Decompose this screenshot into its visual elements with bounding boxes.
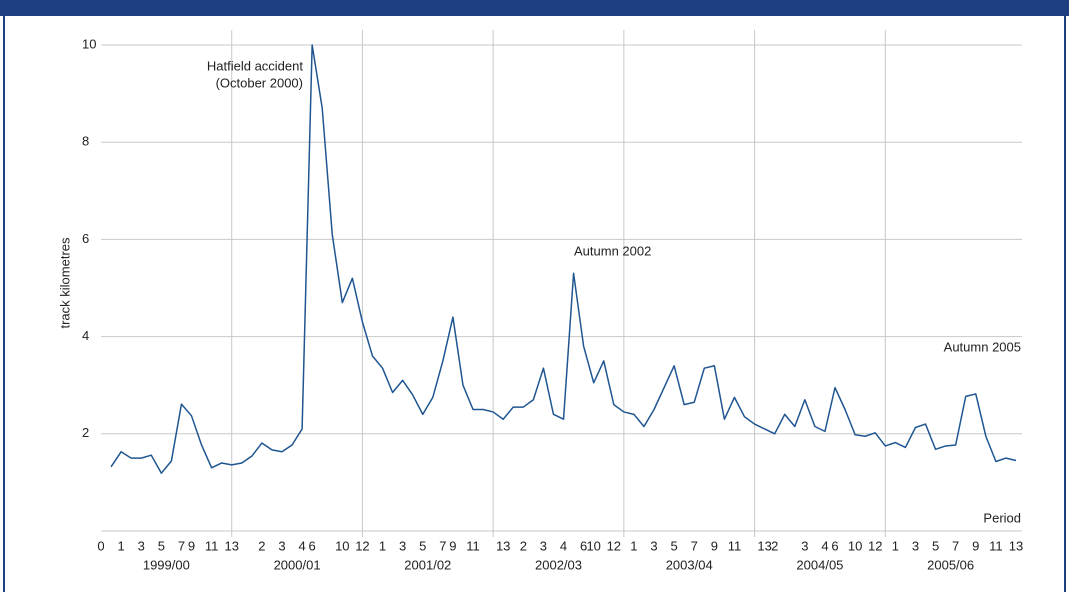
y-axis-label: track kilometres bbox=[57, 237, 72, 329]
annotation: Hatfield accident bbox=[207, 58, 303, 73]
x-tick-label: 3 bbox=[912, 538, 919, 553]
x-tick-label: 9 bbox=[449, 538, 456, 553]
x-tick-label: 12 bbox=[607, 538, 621, 553]
x-tick-label: 13 bbox=[496, 538, 510, 553]
x-tick-label: 11 bbox=[728, 538, 742, 553]
x-tick-label: 6 bbox=[831, 538, 838, 553]
x-tick-label: 3 bbox=[278, 538, 285, 553]
x-tick-label: 7 bbox=[439, 538, 446, 553]
x-tick-label: 1 bbox=[117, 538, 124, 553]
x-group-label: 2003/04 bbox=[666, 557, 713, 572]
x-tick-label: 3 bbox=[399, 538, 406, 553]
annotation: Autumn 2005 bbox=[944, 339, 1021, 354]
x-tick-label: 7 bbox=[952, 538, 959, 553]
x-tick-label: 7 bbox=[178, 538, 185, 553]
x-tick-label: 2 bbox=[771, 538, 778, 553]
x-tick-label: 11 bbox=[205, 538, 219, 553]
x-tick-label: 11 bbox=[989, 538, 1003, 553]
x-tick-label: 6 bbox=[309, 538, 316, 553]
x-tick-label: 2 bbox=[520, 538, 527, 553]
frame-right bbox=[1064, 0, 1066, 592]
x-tick-label: 3 bbox=[138, 538, 145, 553]
x-tick-label: 5 bbox=[671, 538, 678, 553]
annotation: (October 2000) bbox=[216, 75, 303, 90]
x-group-label: 2000/01 bbox=[274, 557, 321, 572]
y-tick-label: 8 bbox=[82, 134, 89, 149]
x-tick-label: 11 bbox=[466, 538, 480, 553]
x-tick-label: 1 bbox=[892, 538, 899, 553]
y-tick-label: 2 bbox=[82, 425, 89, 440]
x-tick-label: 4 bbox=[560, 538, 567, 553]
x-tick-label: 13 bbox=[224, 538, 238, 553]
y-tick-label: 10 bbox=[82, 36, 96, 51]
annotation: Autumn 2002 bbox=[574, 243, 651, 258]
x-tick-label: 10 bbox=[848, 538, 862, 553]
x-tick-label: 5 bbox=[419, 538, 426, 553]
x-tick-label: 12 bbox=[868, 538, 882, 553]
x-group-label: 2005/06 bbox=[927, 557, 974, 572]
data-line bbox=[110, 44, 1017, 474]
x-tick-label: 4 bbox=[298, 538, 305, 553]
x-tick-label: 10 bbox=[335, 538, 349, 553]
x-group-label: 2002/03 bbox=[535, 557, 582, 572]
x-tick-label: 13 bbox=[757, 538, 771, 553]
x-tick-label: 9 bbox=[188, 538, 195, 553]
x-tick-label: 3 bbox=[801, 538, 808, 553]
x-group-label: 1999/00 bbox=[143, 557, 190, 572]
x-axis-label: Period bbox=[983, 510, 1021, 525]
x-tick-label: 9 bbox=[972, 538, 979, 553]
x-group-label: 2004/05 bbox=[796, 557, 843, 572]
x-tick-label: 10 bbox=[586, 538, 600, 553]
y-tick-label: 4 bbox=[82, 328, 89, 343]
x-tick-label: 9 bbox=[711, 538, 718, 553]
x-tick-label: 0 bbox=[97, 538, 104, 553]
x-tick-label: 7 bbox=[691, 538, 698, 553]
x-tick-label: 5 bbox=[932, 538, 939, 553]
x-group-label: 2001/02 bbox=[404, 557, 451, 572]
y-tick-label: 6 bbox=[82, 231, 89, 246]
x-tick-label: 13 bbox=[1009, 538, 1023, 553]
x-tick-label: 6 bbox=[580, 538, 587, 553]
x-tick-label: 2 bbox=[258, 538, 265, 553]
x-tick-label: 3 bbox=[540, 538, 547, 553]
x-tick-label: 5 bbox=[158, 538, 165, 553]
x-tick-label: 1 bbox=[379, 538, 386, 553]
x-tick-label: 1 bbox=[630, 538, 637, 553]
header-bar bbox=[0, 0, 1069, 16]
x-tick-label: 4 bbox=[821, 538, 828, 553]
x-tick-label: 12 bbox=[355, 538, 369, 553]
frame-left bbox=[3, 0, 5, 592]
x-tick-label: 3 bbox=[650, 538, 657, 553]
